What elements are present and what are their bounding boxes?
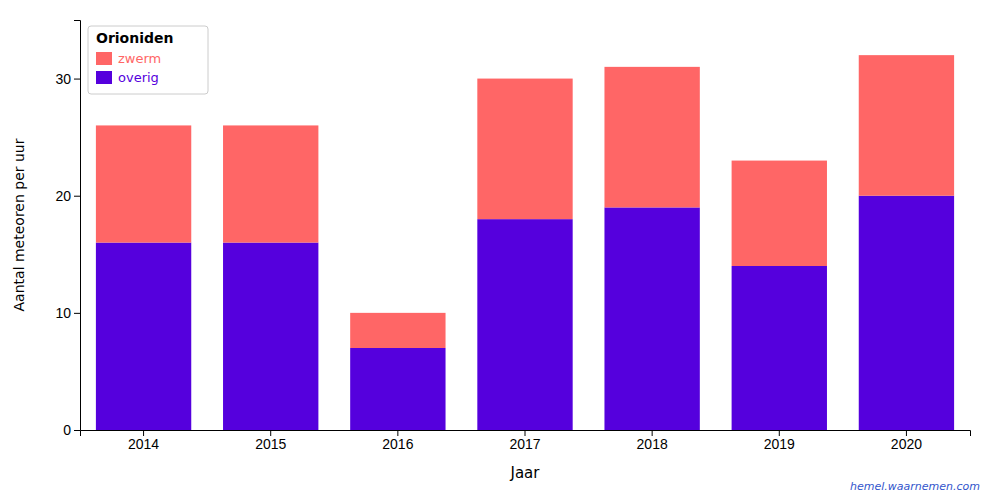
bars	[96, 55, 954, 430]
x-tick-label: 2017	[509, 436, 540, 452]
y-tick-mark	[74, 313, 80, 314]
bar	[859, 55, 954, 196]
series-bars	[96, 55, 954, 348]
x-tick: 2018	[637, 430, 668, 452]
y-tick: 10	[55, 305, 80, 321]
x-axis-title: Jaar	[510, 464, 541, 482]
bar	[732, 266, 827, 430]
x-tick: 2017	[509, 430, 540, 452]
x-tick: 2015	[255, 430, 286, 452]
bar	[223, 243, 318, 430]
bar	[350, 313, 445, 348]
x-tick-label: 2020	[891, 436, 922, 452]
legend-swatch	[96, 71, 112, 84]
y-tick-label: 20	[55, 188, 71, 204]
legend-label: overig	[118, 70, 159, 85]
legend-swatch	[96, 52, 112, 65]
chart: 2014 2015 2016 2017 2018 2019 2020 0 10 20 30 Orion…	[0, 0, 1000, 500]
x-tick: 2020	[891, 430, 922, 452]
bar	[96, 243, 191, 430]
x-tick-label: 2014	[128, 436, 159, 452]
y-tick-label: 0	[63, 422, 71, 438]
y-tick-mark	[74, 430, 80, 431]
bar	[223, 125, 318, 242]
bar	[859, 196, 954, 430]
x-tick-label: 2018	[637, 436, 668, 452]
y-tick: 20	[55, 188, 80, 204]
x-axis: 2014 2015 2016 2017 2018 2019 2020	[81, 430, 971, 452]
bar	[477, 79, 572, 220]
y-axis-line	[74, 21, 81, 431]
y-tick: 0	[63, 422, 80, 438]
legend-item: overig	[96, 70, 159, 85]
bar	[604, 207, 699, 430]
x-tick-label: 2015	[255, 436, 286, 452]
y-tick-label: 10	[55, 305, 71, 321]
x-tick: 2014	[128, 430, 159, 452]
y-tick-label: 30	[55, 71, 71, 87]
legend-box	[88, 26, 208, 94]
bar	[732, 161, 827, 266]
x-tick-label: 2016	[382, 436, 413, 452]
watermark: hemel.waarnemen.com	[850, 480, 980, 493]
y-axis-title: Aantal meteoren per uur	[11, 138, 27, 311]
x-tick-label: 2019	[764, 436, 795, 452]
y-tick: 30	[55, 71, 80, 87]
legend-item: zwerm	[96, 51, 161, 66]
legend: Orioniden zwerm overig	[88, 26, 208, 94]
bar	[477, 219, 572, 430]
x-tick: 2016	[382, 430, 413, 452]
y-tick-mark	[74, 79, 80, 80]
y-tick-mark	[74, 196, 80, 197]
y-axis: 0 10 20 30	[55, 21, 80, 438]
bar	[350, 348, 445, 430]
bar	[96, 125, 191, 242]
plot: 2014 2015 2016 2017 2018 2019 2020 0 10 20 30 Orion…	[55, 21, 970, 452]
legend-title: Orioniden	[96, 30, 173, 46]
bar	[604, 67, 699, 208]
x-tick: 2019	[764, 430, 795, 452]
legend-label: zwerm	[118, 51, 161, 66]
